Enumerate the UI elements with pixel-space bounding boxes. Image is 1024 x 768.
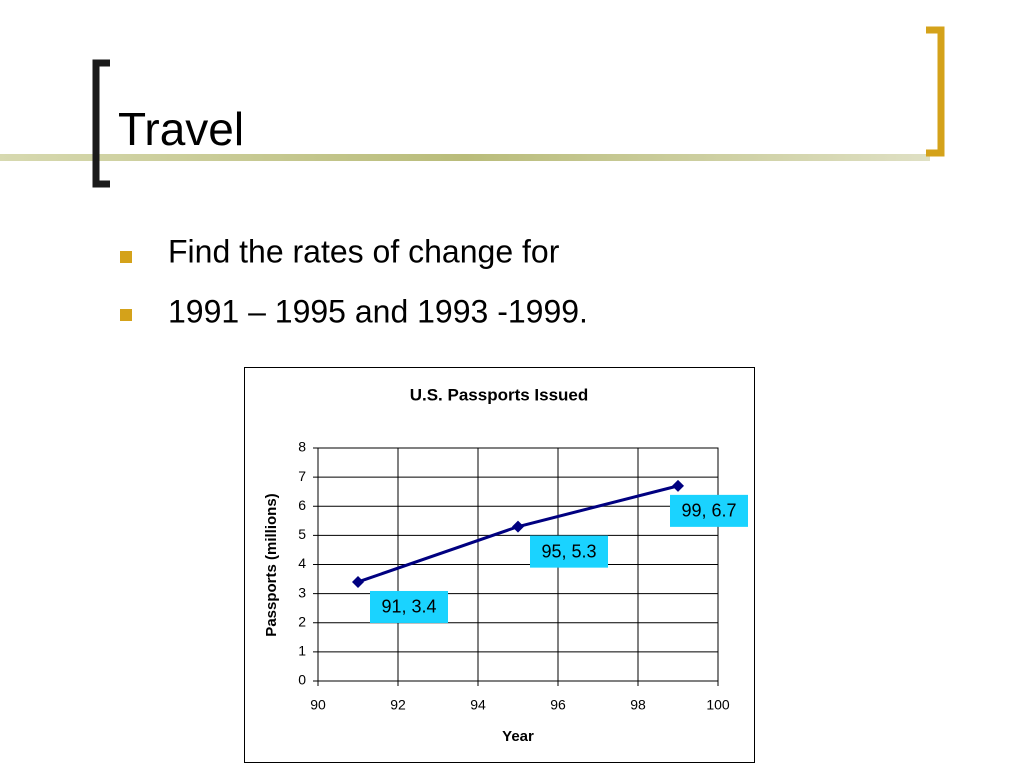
y-tick-label: 8 <box>298 439 306 455</box>
data-label: 91, 3.4 <box>381 597 436 617</box>
bullet-icon <box>120 251 132 263</box>
y-tick-label: 4 <box>298 555 306 571</box>
right-bracket <box>926 26 945 157</box>
x-tick-label: 96 <box>550 697 566 713</box>
x-tick-label: 90 <box>310 697 326 713</box>
y-tick-label: 3 <box>298 584 306 600</box>
data-label-box <box>370 590 448 623</box>
y-tick-label: 5 <box>298 526 306 542</box>
data-label: 99, 6.7 <box>681 501 736 521</box>
data-point <box>352 575 364 588</box>
y-tick-label: 2 <box>298 613 306 629</box>
slide-title: Travel <box>118 103 244 155</box>
x-axis-label: Year <box>502 728 534 745</box>
y-tick-label: 7 <box>298 468 306 484</box>
x-tick-label: 94 <box>470 697 486 713</box>
data-label-box <box>530 535 608 568</box>
left-bracket <box>92 59 110 188</box>
y-tick-label: 0 <box>298 672 306 688</box>
y-axis-label: Passports (millions) <box>263 493 280 636</box>
title-rule <box>0 154 930 161</box>
y-tick-label: 6 <box>298 497 306 513</box>
bullet-icon <box>120 309 132 321</box>
chart-title: U.S. Passports Issued <box>410 385 589 404</box>
x-tick-label: 92 <box>390 697 406 713</box>
data-label-box <box>670 494 748 527</box>
bullet-text: Find the rates of change for <box>168 233 560 269</box>
y-tick-label: 1 <box>298 643 306 659</box>
x-tick-label: 100 <box>706 697 730 713</box>
data-label: 95, 5.3 <box>541 541 596 561</box>
x-tick-label: 98 <box>630 697 646 713</box>
data-point <box>512 520 524 533</box>
bullet-text: 1991 – 1995 and 1993 -1999. <box>168 293 588 329</box>
data-point <box>672 479 684 492</box>
plot-area <box>317 447 719 682</box>
